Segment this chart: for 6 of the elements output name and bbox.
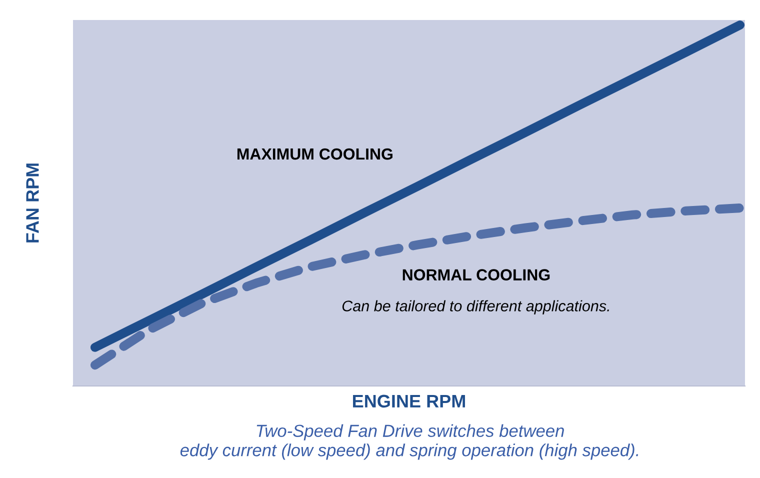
text: Two-Speed Fan Drive switches between eddy current (low speed) and spring operation (high speed).: [180, 424, 638, 460]
y-axis-title: FAN RPM: [26, 164, 39, 242]
text: MAXIMUM COOLING: [237, 148, 392, 160]
series-label: NORMAL COOLING: [402, 269, 550, 280]
x-axis-title: ENGINE RPM: [353, 394, 465, 408]
annotation: Can be tailored to different applications.: [342, 300, 609, 314]
